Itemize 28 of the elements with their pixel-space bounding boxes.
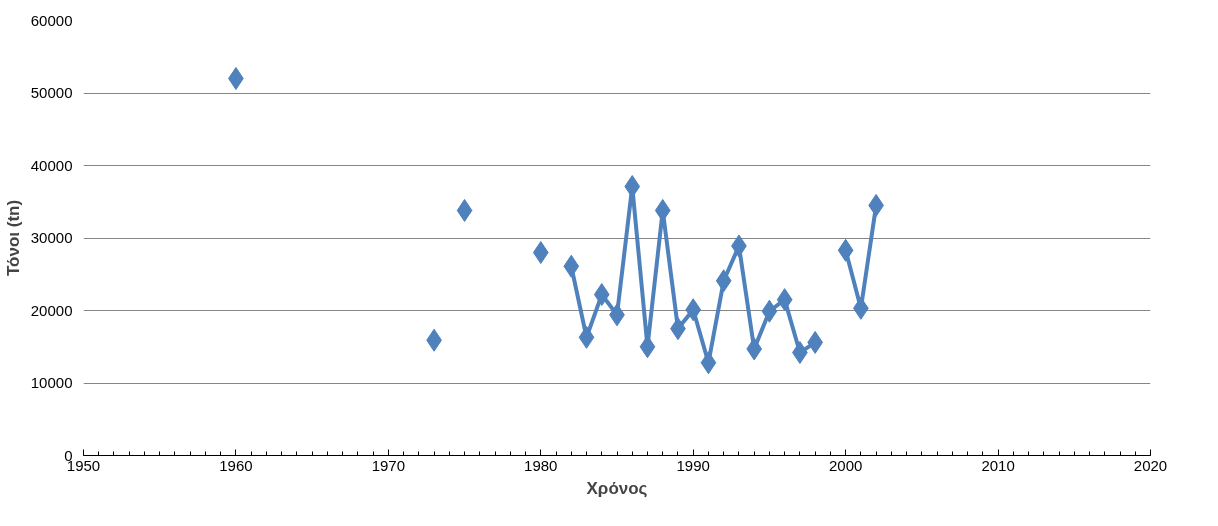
x-tick-label: 2010 [981,456,1015,474]
y-tick-label: 30000 [30,229,73,246]
point [700,351,717,375]
point [563,254,580,278]
x-tick-label: 2000 [828,456,863,474]
point [746,337,763,361]
point [837,238,854,262]
y-tick-label: 40000 [30,156,73,174]
y-tick-label: 10000 [30,374,73,391]
y-tick-label: 50000 [30,84,73,101]
x-tick-label: 1980 [524,456,558,474]
point [456,198,473,222]
y-axis-title: Τόνοι (tn) [3,199,23,277]
point [715,269,732,293]
y-tick-label: 60000 [30,11,73,29]
point [761,299,778,323]
x-tick-label: 2020 [1133,456,1168,474]
point [685,298,702,322]
x-axis-title: Χρόνος [586,478,648,498]
x-tick-label: 1990 [676,456,710,474]
x-tick-label: 1970 [371,456,406,474]
x-tick-label: 1960 [219,456,253,474]
point [578,325,595,349]
point [593,283,610,307]
point [776,288,793,312]
point [532,241,549,264]
y-tick-label: 20000 [30,301,73,319]
point [654,198,671,222]
